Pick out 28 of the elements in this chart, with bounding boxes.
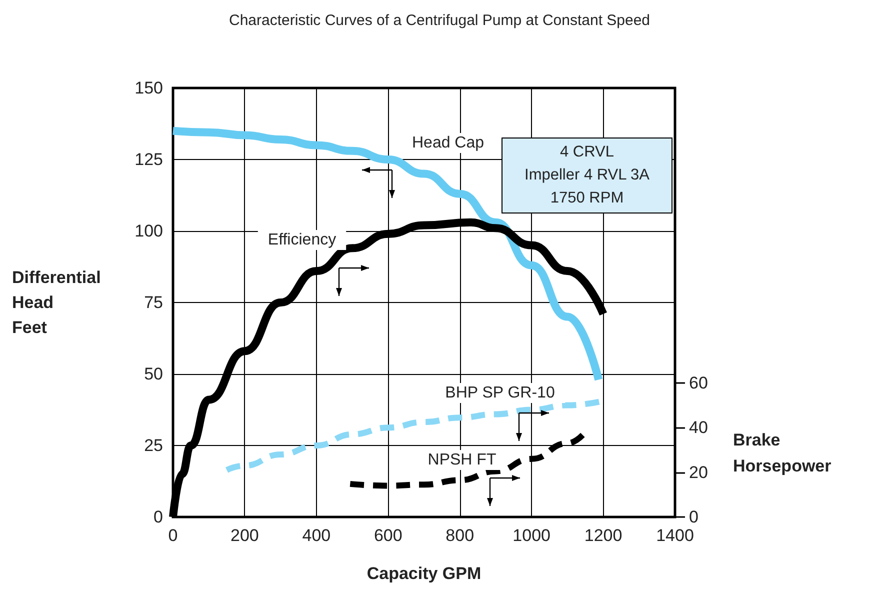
x-tick-label: 800 <box>446 526 474 545</box>
series-label: Efficiency <box>268 232 336 248</box>
y2-tick-label: 20 <box>689 462 708 482</box>
y-tick-label: 75 <box>144 293 163 312</box>
x-tick-label: 200 <box>230 526 259 545</box>
y-tick-label: 100 <box>134 222 163 240</box>
y-tick-label: 125 <box>134 150 163 169</box>
x-tick-label: 1000 <box>512 526 550 545</box>
y2-tick-label: 60 <box>689 373 708 392</box>
x-tick-label: 600 <box>374 526 402 545</box>
y-axis-title: Differential Head Feet <box>12 268 101 337</box>
series-label: Head Cap <box>412 134 484 152</box>
x-tick-label: 1200 <box>584 526 622 545</box>
y2-tick-label: 40 <box>689 418 708 438</box>
x-tick-label: 0 <box>168 526 178 545</box>
y-tick-label: 150 <box>134 78 163 98</box>
series-label: BHP SP GR-10 <box>445 384 555 402</box>
series-label: NPSH FT <box>428 452 496 468</box>
x-axis-title: Capacity GPM <box>366 564 482 583</box>
annotation: 4 CRVL Impeller 4 RVL 3A 1750 RPM <box>524 144 650 206</box>
y-tick-label: 50 <box>144 364 163 384</box>
y-tick-label: 25 <box>144 436 163 455</box>
chart-title: Characteristic Curves of a Centrifugal Pump at Constant Speed <box>228 12 650 29</box>
y2-tick-label: 0 <box>689 508 698 526</box>
y2-axis-title: Brake Horsepower <box>733 430 832 476</box>
y-tick-label: 0 <box>154 508 163 526</box>
x-tick-label: 400 <box>302 526 331 545</box>
x-tick-label: 1400 <box>656 526 694 545</box>
